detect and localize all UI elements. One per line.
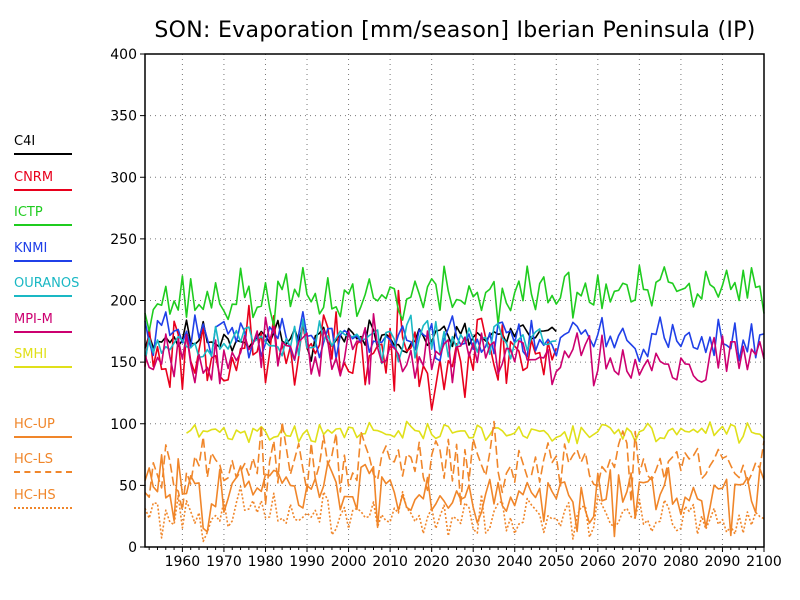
- legend-label: HC-HS: [14, 488, 56, 503]
- legend-item: HC-HS: [14, 489, 76, 509]
- y-tick-label: 350: [110, 109, 137, 125]
- legend-label: SMHI: [14, 347, 48, 362]
- x-tick-label: 2050: [538, 554, 574, 570]
- legend-label: HC-UP: [14, 417, 55, 432]
- x-tick-label: 2070: [622, 554, 658, 570]
- y-tick-label: 50: [119, 478, 137, 494]
- x-tick-label: 2020: [414, 554, 450, 570]
- legend-item: HC-UP: [14, 418, 76, 438]
- x-tick-label: 2000: [331, 554, 367, 570]
- legend-swatch: [14, 331, 72, 333]
- x-tick-label: 2080: [663, 554, 699, 570]
- legend-item: SMHI: [14, 348, 76, 368]
- chart-title-text: SON: Evaporation [mm/season] Iberian Pen…: [154, 18, 756, 43]
- y-tick-label: 0: [128, 540, 137, 556]
- legend-item: OURANOS: [14, 276, 80, 297]
- series-layer: [144, 264, 765, 543]
- y-tick-label: 200: [110, 294, 137, 310]
- legend-item: CNRM: [14, 171, 76, 191]
- series-line-ictp: [144, 264, 765, 332]
- legend-swatch: [14, 471, 72, 473]
- legend-label: CNRM: [14, 170, 54, 185]
- legend-label: C4I: [14, 134, 36, 149]
- x-tick-label: 1990: [289, 554, 325, 570]
- x-axis-ticks: 1960 1970 1980 1990 2000 2010 2020 2030 2040 2050…: [148, 547, 782, 570]
- series-line-knmi: [144, 310, 765, 363]
- x-tick-label: 1970: [206, 554, 242, 570]
- legend-label: OURANOS: [14, 276, 80, 291]
- x-tick-label: 1960: [165, 554, 201, 570]
- legend-label: HC-LS: [14, 452, 54, 467]
- y-tick-label: 150: [110, 355, 137, 371]
- x-tick-label: 2100: [746, 554, 782, 570]
- series-line-hc-hs: [144, 485, 765, 543]
- series-line-ouranos: [144, 314, 557, 365]
- legend-swatch: [14, 295, 72, 297]
- x-tick-label: 2060: [580, 554, 616, 570]
- series-line-mpi-m: [144, 312, 765, 387]
- y-tick-label: 300: [110, 170, 137, 186]
- x-tick-label: 2090: [705, 554, 741, 570]
- x-tick-label: 1980: [248, 554, 284, 570]
- x-tick-label: 2030: [455, 554, 491, 570]
- series-line-hc-ls: [144, 420, 765, 512]
- legend-item: MPI-M: [14, 313, 76, 333]
- legend-swatch: [14, 189, 72, 191]
- series-line-smhi: [186, 420, 765, 445]
- legend-item: C4I: [14, 135, 76, 155]
- legend-swatch: [14, 507, 72, 509]
- legend-label: ICTP: [14, 205, 43, 220]
- grid: [145, 54, 764, 547]
- series-line-hc-up: [144, 453, 765, 538]
- legend-swatch: [14, 366, 72, 368]
- legend-label: MPI-M: [14, 312, 53, 327]
- legend-swatch: [14, 436, 72, 438]
- x-tick-label: 2040: [497, 554, 533, 570]
- y-tick-label: 400: [110, 47, 137, 63]
- y-axis-ticks: 0 50 100 150 200 250 300 350 400: [110, 47, 145, 556]
- legend-swatch: [14, 224, 72, 226]
- legend-label: KNMI: [14, 241, 48, 256]
- legend-item: KNMI: [14, 242, 76, 262]
- y-tick-label: 100: [110, 417, 137, 433]
- chart-title: SON: Evaporation [mm/season] Iberian Pen…: [0, 18, 800, 43]
- legend-swatch: [14, 153, 72, 155]
- x-tick-label: 2010: [372, 554, 408, 570]
- legend-swatch: [14, 260, 72, 262]
- y-tick-label: 250: [110, 232, 137, 248]
- legend-item: HC-LS: [14, 453, 76, 473]
- legend-item: ICTP: [14, 206, 76, 226]
